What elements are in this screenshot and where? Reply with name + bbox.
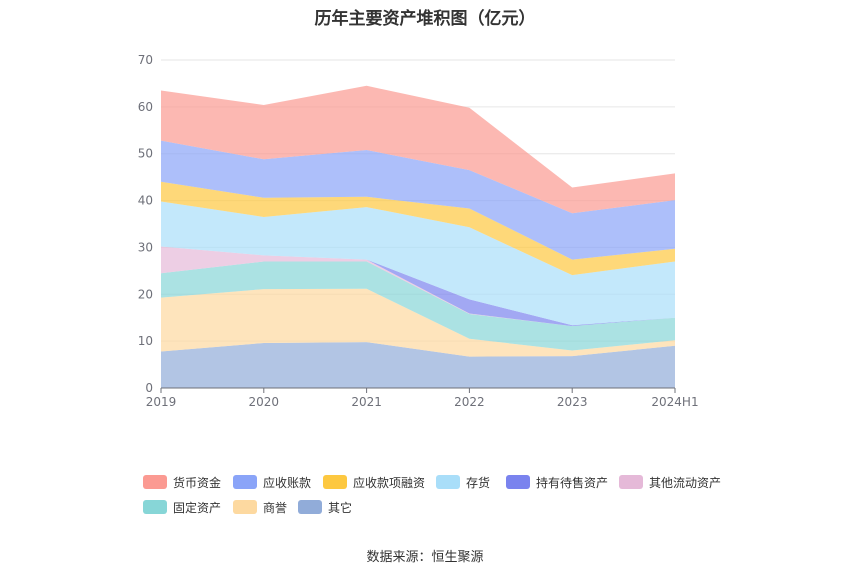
legend-item[interactable]: 存货 [436, 474, 490, 490]
x-tick-label: 2022 [454, 395, 485, 409]
legend-item[interactable]: 应收款项融资 [323, 474, 425, 490]
chart-title: 历年主要资产堆积图（亿元） [314, 9, 536, 29]
area-series-9 [161, 85, 675, 214]
area-series-5 [161, 246, 675, 327]
area-series-1 [161, 342, 675, 388]
legend-swatch [233, 500, 257, 514]
legend-swatch [143, 475, 167, 489]
legend-swatch [298, 500, 322, 514]
source-note: 数据来源：恒生聚源 [366, 550, 484, 565]
x-tick-label: 2023 [557, 395, 588, 409]
x-tick-label: 2020 [249, 395, 280, 409]
legend-swatch [143, 500, 167, 514]
area-series-4 [161, 246, 675, 327]
legend-label: 持有待售资产 [536, 475, 609, 490]
legend-item[interactable]: 商誉 [233, 499, 287, 515]
legend-label: 其它 [328, 500, 353, 515]
legend-swatch [233, 475, 257, 489]
legend-item[interactable]: 持有待售资产 [506, 474, 608, 490]
legend-label: 货币资金 [173, 475, 222, 490]
y-tick-label: 60 [138, 100, 153, 114]
y-tick-label: 10 [138, 334, 153, 348]
legend-swatch [436, 475, 460, 489]
x-tick-label: 2021 [351, 395, 382, 409]
area-series-layer [161, 85, 675, 388]
legend-item[interactable]: 其它 [298, 499, 352, 515]
legend-label: 固定资产 [173, 500, 222, 515]
y-tick-label: 40 [138, 194, 153, 208]
legend-swatch [323, 475, 347, 489]
axes: 0 10 20 30 40 50 60 70 2019 2020 2021 2022 2023 2024H… [138, 53, 699, 409]
legend-label: 应收款项融资 [353, 475, 426, 490]
area-series-2 [161, 288, 675, 357]
y-tick-label: 20 [138, 287, 153, 301]
legend-label: 存货 [466, 475, 491, 490]
legend-item[interactable]: 货币资金 [143, 474, 221, 490]
legend-label: 商誉 [263, 500, 288, 515]
legend-swatch [506, 475, 530, 489]
legend-item[interactable]: 应收账款 [233, 474, 311, 490]
legend-label: 应收账款 [263, 475, 312, 490]
area-series-3 [161, 261, 675, 351]
area-series-8 [161, 140, 675, 260]
x-tick-label: 2024H1 [651, 395, 698, 409]
legend-item[interactable]: 其他流动资产 [619, 474, 721, 490]
area-series-7 [161, 181, 675, 276]
y-tick-label: 30 [138, 240, 153, 254]
y-tick-label: 70 [138, 53, 153, 67]
legend-swatch [619, 475, 643, 489]
y-tick-label: 50 [138, 147, 153, 161]
y-tick-label: 0 [145, 381, 153, 395]
area-series-6 [161, 201, 675, 326]
legend-item[interactable]: 固定资产 [143, 499, 221, 515]
legend-label: 其他流动资产 [649, 475, 722, 490]
x-tick-label: 2019 [146, 395, 177, 409]
